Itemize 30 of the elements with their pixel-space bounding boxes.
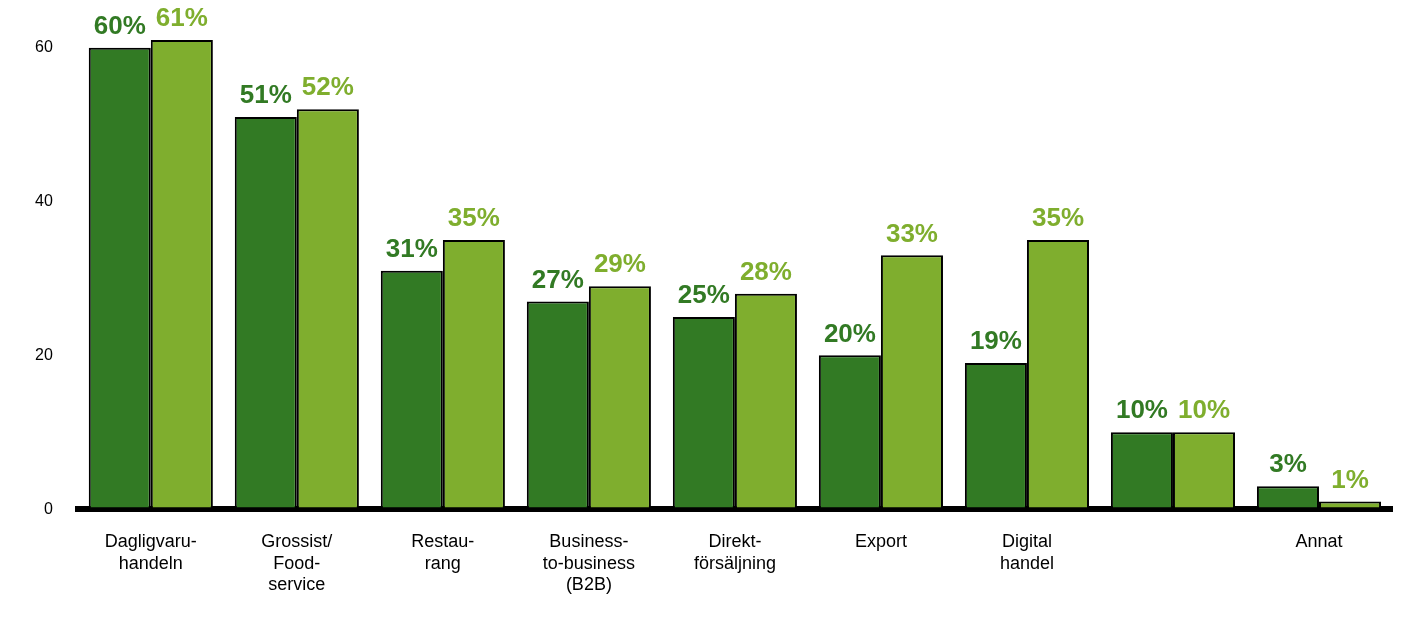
data-label: 60% [93, 9, 146, 40]
data-label: 1% [1331, 463, 1369, 494]
y-tick-label: 40 [35, 191, 53, 209]
x-tick-label: Grossist/ Food- service [261, 530, 333, 595]
data-label: 52% [301, 71, 354, 102]
data-label: 31% [385, 232, 438, 263]
data-label: 10% [1177, 394, 1231, 425]
y-tick-label: 0 [43, 499, 53, 517]
data-label: 33% [885, 217, 938, 248]
data-label: 29% [593, 248, 646, 279]
data-label: 20% [823, 317, 876, 348]
y-tick-label: 60 [35, 38, 53, 56]
data-label: 61% [155, 2, 208, 33]
x-tick-label: Export [854, 530, 907, 551]
x-tick-label: Digital handel [999, 530, 1054, 573]
data-label: 19% [969, 325, 1022, 356]
x-tick-label: Direkt- försäljning [693, 530, 776, 573]
data-label: 10% [1115, 394, 1168, 425]
data-label: 51% [239, 79, 292, 110]
data-label: 35% [447, 202, 500, 233]
data-label: 28% [739, 256, 792, 286]
x-tick-label: Dagligvaru- handeln [104, 530, 197, 573]
y-tick-label: 20 [35, 345, 53, 363]
x-tick-label: Annat [1295, 530, 1343, 551]
data-label: 25% [677, 279, 730, 310]
data-label: 35% [1031, 202, 1084, 233]
x-tick-label: Business- to-business (B2B) [542, 530, 635, 595]
data-label: 3% [1269, 448, 1307, 479]
x-tick-label: Restau- rang [411, 530, 475, 573]
data-label: 27% [531, 263, 584, 294]
